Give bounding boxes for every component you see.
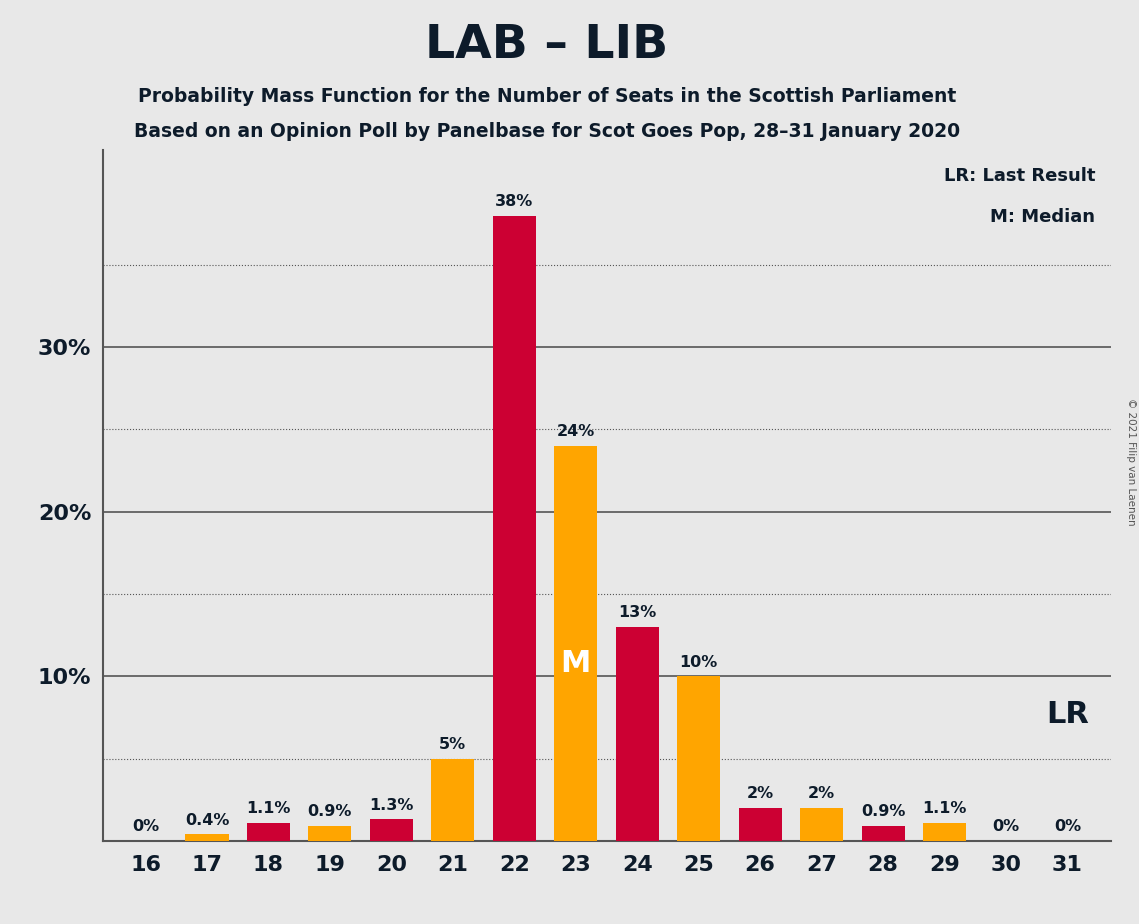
Bar	[370, 820, 413, 841]
Text: 0.4%: 0.4%	[185, 813, 229, 828]
Text: 2%: 2%	[747, 786, 773, 801]
Text: 0%: 0%	[132, 820, 159, 834]
Bar	[555, 446, 597, 841]
Bar	[678, 676, 720, 841]
Bar	[739, 808, 781, 841]
Text: 2%: 2%	[808, 786, 835, 801]
Text: LR: LR	[1046, 700, 1089, 729]
Text: 1.1%: 1.1%	[246, 801, 290, 816]
Text: 0%: 0%	[1054, 820, 1081, 834]
Text: 13%: 13%	[618, 605, 656, 620]
Text: LR: Last Result: LR: Last Result	[944, 167, 1096, 185]
Bar	[432, 759, 474, 841]
Text: 24%: 24%	[557, 424, 595, 439]
Text: 38%: 38%	[495, 194, 533, 209]
Text: LAB – LIB: LAB – LIB	[425, 23, 669, 68]
Text: M: M	[560, 649, 591, 677]
Bar	[186, 834, 229, 841]
Bar	[923, 822, 966, 841]
Text: 5%: 5%	[440, 737, 466, 752]
Bar	[861, 826, 904, 841]
Text: 0%: 0%	[992, 820, 1019, 834]
Text: 10%: 10%	[680, 655, 718, 670]
Bar	[493, 215, 535, 841]
Bar	[800, 808, 843, 841]
Text: Based on an Opinion Poll by Panelbase for Scot Goes Pop, 28–31 January 2020: Based on an Opinion Poll by Panelbase fo…	[133, 122, 960, 141]
Bar	[309, 826, 352, 841]
Bar	[616, 626, 658, 841]
Text: © 2021 Filip van Laenen: © 2021 Filip van Laenen	[1126, 398, 1136, 526]
Text: M: Median: M: Median	[991, 209, 1096, 226]
Bar	[247, 822, 290, 841]
Text: 0.9%: 0.9%	[308, 805, 352, 820]
Text: 0.9%: 0.9%	[861, 805, 906, 820]
Text: 1.3%: 1.3%	[369, 797, 413, 813]
Text: Probability Mass Function for the Number of Seats in the Scottish Parliament: Probability Mass Function for the Number…	[138, 87, 956, 106]
Text: 1.1%: 1.1%	[923, 801, 967, 816]
